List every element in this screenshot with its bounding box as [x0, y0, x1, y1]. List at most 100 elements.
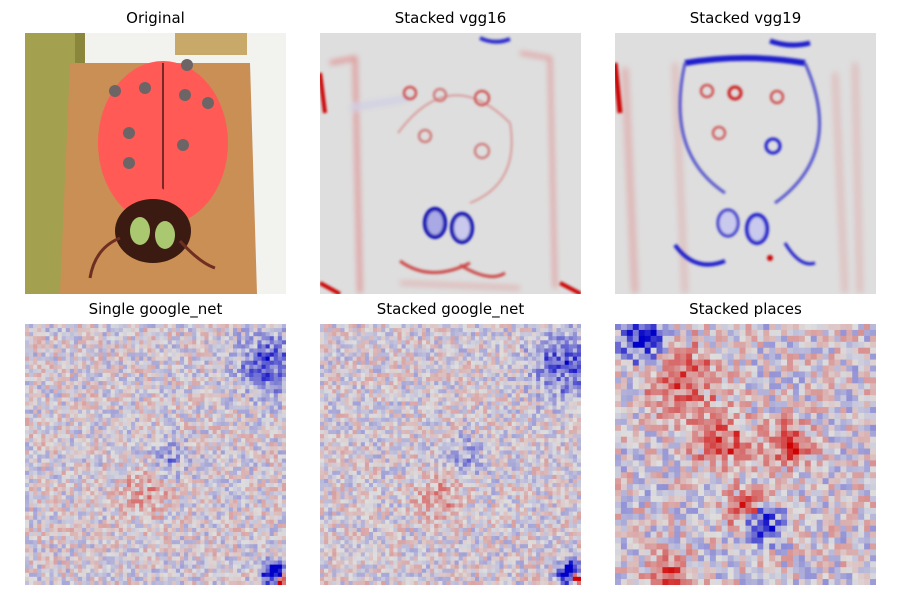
heatmap-cell: [78, 332, 83, 337]
heatmap-cell: [98, 446, 103, 451]
heatmap-cell: [122, 430, 128, 435]
heatmap-cell: [69, 487, 75, 492]
heatmap-cell: [208, 352, 214, 358]
heatmap-cell: [340, 336, 345, 341]
heatmap-cell: [131, 356, 136, 362]
heatmap-cell: [61, 389, 67, 394]
panel-title: Stacked google_net: [376, 300, 525, 318]
heatmap-cell: [184, 544, 189, 549]
heatmap-cell: [224, 324, 230, 329]
heatmap-cell: [65, 425, 71, 431]
heatmap-cell: [237, 580, 242, 585]
heatmap-cell: [232, 495, 238, 500]
heatmap-cell: [237, 531, 242, 537]
heatmap-cell: [196, 336, 201, 341]
heatmap-cell: [106, 434, 112, 439]
heatmap-cell: [192, 336, 197, 341]
heatmap-cell: [151, 580, 156, 585]
heatmap-cell: [37, 568, 42, 574]
heatmap-cell: [253, 523, 258, 529]
heatmap-cell: [159, 348, 165, 354]
heatmap-cell: [257, 368, 263, 374]
heatmap-cell: [171, 572, 177, 578]
heatmap-cell: [523, 360, 529, 366]
heatmap-cell: [163, 348, 169, 354]
heatmap-cell: [196, 348, 201, 354]
heatmap-cell: [192, 442, 197, 447]
heatmap-cell: [29, 409, 34, 415]
heatmap-cell: [216, 405, 222, 411]
heatmap-cell: [73, 348, 79, 354]
heatmap-cell: [49, 474, 55, 480]
heatmap-cell: [163, 540, 169, 545]
heatmap-cell: [98, 540, 103, 545]
heatmap-cell: [61, 474, 67, 480]
heatmap-cell: [519, 324, 525, 329]
heatmap-cell: [253, 568, 258, 574]
heatmap-cell: [409, 344, 415, 349]
heatmap-cell: [143, 499, 148, 504]
heatmap-cell: [57, 576, 63, 582]
heatmap-cell: [519, 336, 525, 341]
heatmap-cell: [192, 568, 197, 574]
heatmap-cell: [37, 470, 42, 476]
heatmap-cell: [200, 385, 205, 390]
heatmap-cell: [90, 511, 95, 517]
heatmap-cell: [69, 417, 75, 423]
heatmap-cell: [466, 368, 472, 374]
heatmap-cell: [57, 397, 63, 402]
heatmap-cell: [249, 576, 254, 582]
heatmap-cell: [82, 519, 87, 525]
heatmap-cell: [540, 332, 545, 337]
heatmap-cell: [188, 544, 193, 549]
heatmap-cell: [328, 372, 333, 378]
heatmap-cell: [37, 474, 42, 480]
heatmap-cell: [90, 580, 95, 585]
heatmap-cell: [224, 503, 230, 509]
heatmap-cell: [167, 442, 173, 447]
heatmap-cell: [249, 385, 254, 390]
heatmap-cell: [110, 511, 116, 517]
heatmap-cell: [401, 344, 407, 349]
heatmap-cell: [204, 474, 210, 480]
heatmap-cell: [192, 462, 197, 468]
heatmap-cell: [151, 381, 156, 386]
heatmap-cell: [139, 491, 144, 496]
heatmap-cell: [155, 511, 161, 517]
heatmap-cell: [69, 360, 75, 366]
heatmap-cell: [41, 491, 46, 496]
heatmap-cell: [171, 340, 177, 345]
heatmap-cell: [163, 576, 169, 582]
heatmap-cell: [65, 405, 71, 411]
heatmap-cell: [106, 425, 112, 431]
heatmap-cell: [78, 360, 83, 366]
heatmap-cell: [277, 413, 283, 419]
heatmap-cell: [41, 421, 46, 427]
heatmap-cell: [261, 523, 267, 529]
heatmap-cell: [102, 425, 108, 431]
heatmap-cell: [499, 377, 505, 382]
heatmap-cell: [118, 332, 124, 337]
heatmap-cell: [53, 336, 59, 341]
heatmap-cell: [320, 344, 325, 349]
heatmap-cell: [179, 495, 185, 500]
heatmap-cell: [257, 385, 263, 390]
heatmap-cell: [417, 356, 423, 362]
heatmap-cell: [212, 568, 218, 574]
heatmap-cell: [25, 495, 30, 500]
heatmap-cell: [253, 564, 258, 570]
heatmap-cell: [102, 491, 108, 496]
heatmap-cell: [49, 336, 55, 341]
heatmap-cell: [212, 405, 218, 411]
heatmap-cell: [41, 324, 46, 329]
heatmap-cell: [261, 483, 267, 488]
heatmap-cell: [277, 511, 283, 517]
heatmap-cell: [277, 409, 283, 415]
heatmap-cell: [261, 352, 267, 358]
heatmap-cell: [192, 478, 197, 484]
heatmap-cell: [179, 340, 185, 345]
heatmap-cell: [373, 324, 378, 329]
heatmap-cell: [188, 446, 193, 451]
heatmap-cell: [253, 377, 258, 382]
heatmap-cell: [184, 446, 189, 451]
